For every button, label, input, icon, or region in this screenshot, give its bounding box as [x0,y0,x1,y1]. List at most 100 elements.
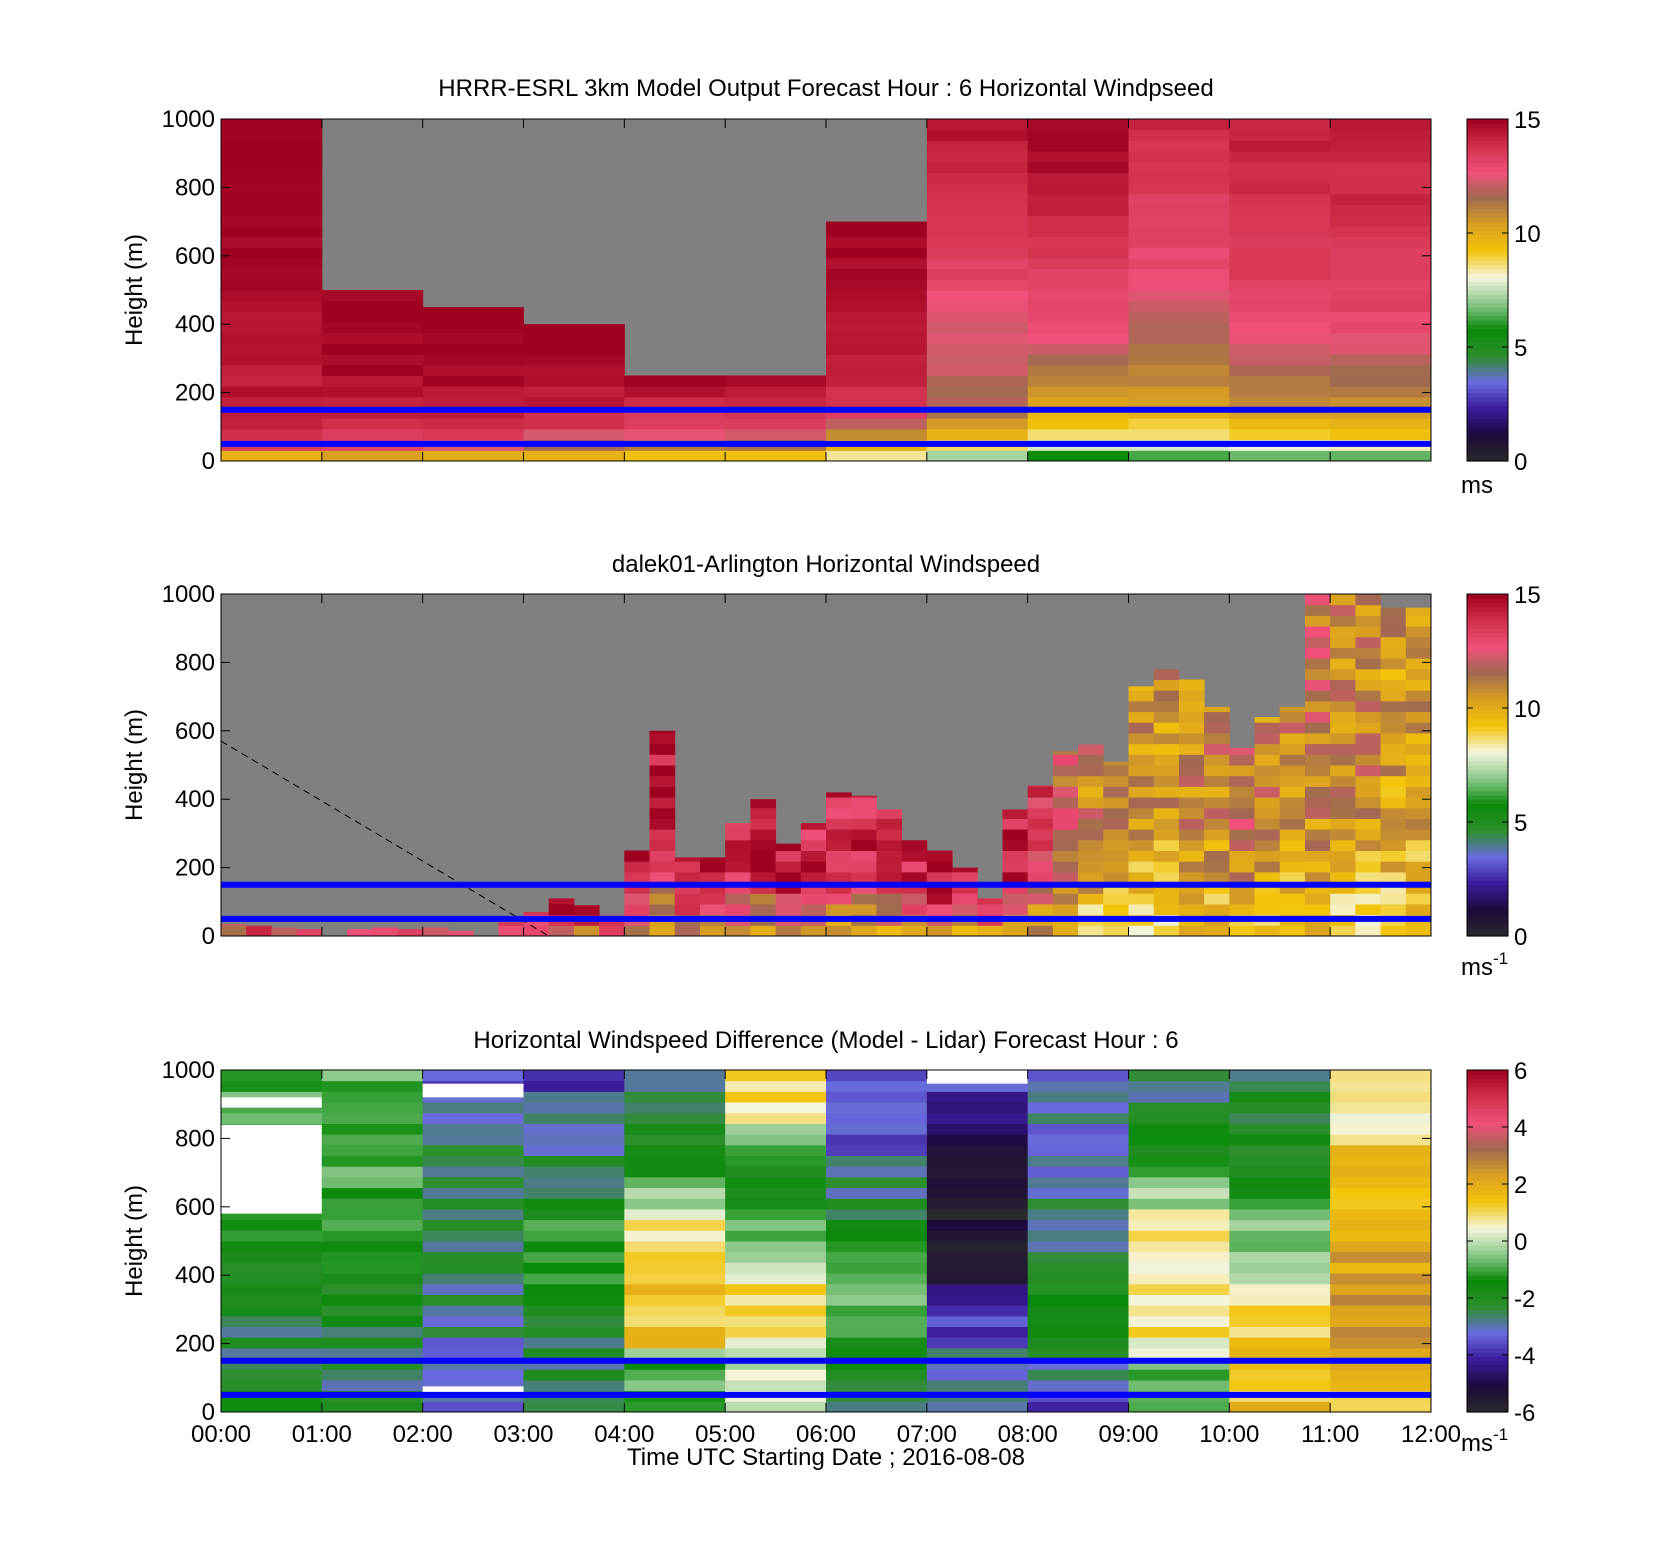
data-cell [1380,690,1407,702]
data-cell [1027,193,1129,205]
data-cell [321,1102,424,1114]
data-cell [1254,754,1281,766]
data-cell [826,396,928,409]
colorbar-segment [1467,328,1508,334]
data-cell [422,1326,524,1338]
colorbar-segment [1467,170,1508,176]
data-cell [523,1379,625,1392]
data-cell [321,1241,424,1253]
colorbar-segment [1467,136,1508,141]
data-cell [321,1219,424,1231]
data-cell [422,1187,524,1199]
data-cell [1330,1251,1432,1263]
data-cell [750,903,777,916]
data-column [699,857,726,937]
data-cell [926,1358,1029,1370]
data-cell [1178,700,1205,713]
data-cell [826,1144,928,1156]
data-cell [1128,1241,1230,1253]
data-cell [800,829,827,841]
data-cell [422,1401,524,1413]
data-cell [321,1326,424,1338]
data-cell [1330,1187,1432,1199]
data-cell [1128,829,1155,841]
colorbar-segment [1467,1223,1508,1229]
colorbar-tick-label: 6 [1514,1058,1527,1085]
data-cell [1078,861,1104,873]
data-cell [1178,850,1205,862]
data-cell [573,925,600,937]
data-cell [1405,818,1432,830]
colorbar-segment [1467,1095,1508,1101]
data-cell [624,1273,726,1285]
data-cell [876,850,903,862]
data-cell [1027,1155,1129,1167]
data-cell [1254,722,1281,734]
colorbar-segment [1467,260,1508,265]
data-cell [1128,1208,1230,1221]
data-cell [1330,1080,1432,1092]
data-cell [221,1379,323,1392]
data-cell [1229,903,1256,916]
data-cell [1330,428,1432,441]
data-cell [523,1369,625,1381]
data-cell [1027,290,1129,302]
data-cell [1355,722,1382,734]
data-cell [1380,893,1407,905]
data-cell [926,1102,1029,1114]
data-cell [1330,829,1356,841]
colorbar-segment [1467,705,1508,711]
data-cell [221,418,323,430]
data-cell [699,893,726,905]
data-cell [775,882,802,894]
data-cell [1229,428,1331,441]
data-cell [422,1112,524,1124]
data-cell [649,786,676,798]
data-cell [1052,829,1079,841]
colorbar-segment [1467,628,1508,634]
colorbar-segment [1467,247,1508,253]
colorbar-tick-label: -6 [1514,1400,1535,1427]
data-cell [624,1123,726,1135]
data-cell [1128,183,1230,195]
data-cell [1380,743,1407,755]
data-cell [826,1208,928,1221]
plot-area [220,594,1432,937]
colorbar-segment [1467,927,1508,933]
data-cell [1229,850,1256,862]
data-cell [1229,236,1331,248]
data-cell [1027,839,1054,851]
data-cell [422,1283,524,1295]
data-column [1128,686,1155,937]
colorbar-segment [1467,1074,1508,1080]
colorbar-segment [1467,302,1508,308]
data-cell [1229,797,1256,809]
data-cell [221,1358,323,1370]
colorbar-segment [1467,717,1508,723]
colorbar-segment [1467,1091,1508,1097]
data-cell [1229,882,1256,894]
data-cell [1178,754,1205,766]
colorbar-segment [1467,1202,1508,1208]
data-cell [523,1230,625,1242]
data-cell [599,925,625,937]
data-cell [1279,893,1306,905]
data-cell [926,300,1029,312]
data-cell [674,903,701,916]
y-tick-label: 1000 [162,1057,215,1084]
data-cell [1330,1326,1432,1338]
data-cell [1330,839,1356,851]
data-cell [725,1294,827,1306]
colorbar-segment [1467,1125,1508,1131]
data-cell [1178,829,1205,841]
colorbar-segment [1467,820,1508,826]
data-cell [523,418,625,430]
data-cell [624,1283,726,1295]
data-cell [1128,1144,1230,1156]
data-cell [725,850,751,862]
data-cell [1229,1123,1331,1135]
colorbar-tick-label: -2 [1514,1286,1535,1313]
data-cell [952,903,978,916]
data-cell [1153,775,1180,787]
